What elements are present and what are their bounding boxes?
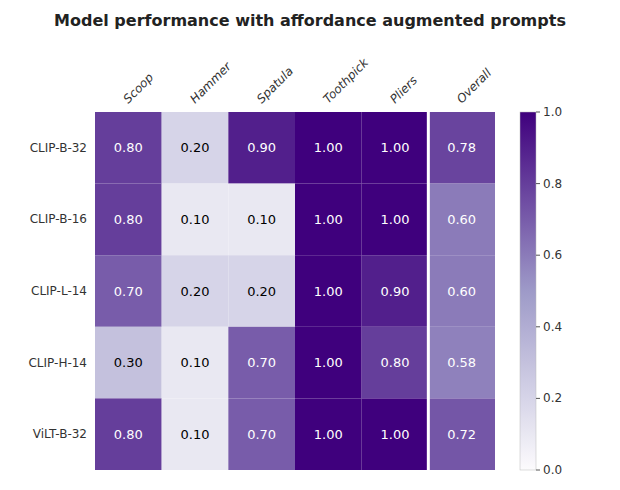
cell [228, 112, 295, 184]
cell-label: 0.70 [247, 355, 276, 370]
cells [95, 112, 495, 470]
cell [295, 255, 362, 327]
cell-label: 0.72 [447, 427, 476, 442]
cell-label: 0.10 [181, 212, 210, 227]
cell-label: 0.80 [381, 355, 410, 370]
cell [95, 255, 162, 327]
colorbar-tick-label: 0.6 [543, 248, 562, 262]
colorbar-tick [536, 326, 540, 327]
cell-label: 0.20 [181, 140, 210, 155]
title: Model performance with affordance augmen… [54, 11, 566, 30]
cell [95, 398, 162, 470]
colorbar-tick-label: 0.2 [543, 391, 562, 405]
cell-label: 1.00 [314, 284, 343, 299]
cell [228, 255, 295, 327]
cell [362, 255, 429, 327]
cell-label: 0.70 [114, 284, 143, 299]
cell [362, 184, 429, 256]
cell [228, 184, 295, 256]
cell [295, 184, 362, 256]
cell-label: 0.20 [181, 284, 210, 299]
cell [428, 112, 495, 184]
cell-label: 0.80 [114, 427, 143, 442]
cell-label: 1.00 [381, 140, 410, 155]
cell [228, 327, 295, 399]
cell-label: 0.70 [247, 427, 276, 442]
cell-label: 0.60 [447, 212, 476, 227]
colorbar-tick-label: 1.0 [543, 105, 562, 119]
cell [95, 112, 162, 184]
cell [428, 327, 495, 399]
cell-label: 1.00 [314, 140, 343, 155]
cell [162, 112, 229, 184]
cell [362, 398, 429, 470]
colorbar-tick [536, 398, 540, 399]
row-label: CLIP-H-14 [28, 356, 87, 370]
cell-label: 1.00 [314, 212, 343, 227]
cell-label: 0.58 [447, 355, 476, 370]
cell-label: 0.90 [381, 284, 410, 299]
row-label: ViLT-B-32 [33, 427, 87, 441]
cell [295, 112, 362, 184]
colorbar-tick [536, 183, 540, 184]
heatmap-chart: Model performance with affordance augmen… [0, 0, 620, 490]
cell-label: 0.10 [181, 355, 210, 370]
cell [162, 398, 229, 470]
separator-line [427, 112, 430, 470]
cell-label: 1.00 [314, 355, 343, 370]
cell [428, 255, 495, 327]
cell [362, 327, 429, 399]
cell-labels: 0.80 0.20 0.90 1.00 1.00 0.78 0.80 0.10 0.10 1.00… [114, 140, 476, 441]
cell-label: 0.60 [447, 284, 476, 299]
cell-label: 0.90 [247, 140, 276, 155]
colorbar-tick-label: 0.8 [543, 177, 562, 191]
column-label: Scoop [121, 70, 157, 106]
colorbar-tick [536, 470, 540, 471]
cell-label: 0.20 [247, 284, 276, 299]
cell-label: 0.10 [181, 427, 210, 442]
cell-label: 0.78 [447, 140, 476, 155]
cell-label: 1.00 [381, 212, 410, 227]
cell-label: 1.00 [381, 427, 410, 442]
colorbar [520, 112, 536, 470]
cell-label: 0.80 [114, 140, 143, 155]
colorbar-tick [536, 255, 540, 256]
column-label: Hammer [187, 59, 234, 106]
cell [295, 398, 362, 470]
cell [228, 398, 295, 470]
cell-label: 0.30 [114, 355, 143, 370]
cell [95, 184, 162, 256]
colorbar-tick-label: 0.0 [543, 463, 562, 477]
column-label: Spatula [254, 64, 296, 106]
colorbar-tick-label: 0.4 [543, 320, 562, 334]
cell [362, 112, 429, 184]
column-label: Toothpick [321, 55, 372, 106]
cell-label: 0.10 [247, 212, 276, 227]
cell [428, 398, 495, 470]
cell [162, 327, 229, 399]
cell-label: 0.80 [114, 212, 143, 227]
cell [428, 184, 495, 256]
cell [162, 184, 229, 256]
cell-label: 1.00 [314, 427, 343, 442]
cell [162, 255, 229, 327]
row-label: CLIP-L-14 [31, 284, 87, 298]
cell [295, 327, 362, 399]
column-label: Pliers [387, 73, 420, 106]
cell [95, 327, 162, 399]
row-label: CLIP-B-32 [30, 141, 87, 155]
colorbar-tick [536, 112, 540, 113]
column-label: Overall [454, 65, 495, 106]
row-label: CLIP-B-16 [30, 212, 87, 226]
